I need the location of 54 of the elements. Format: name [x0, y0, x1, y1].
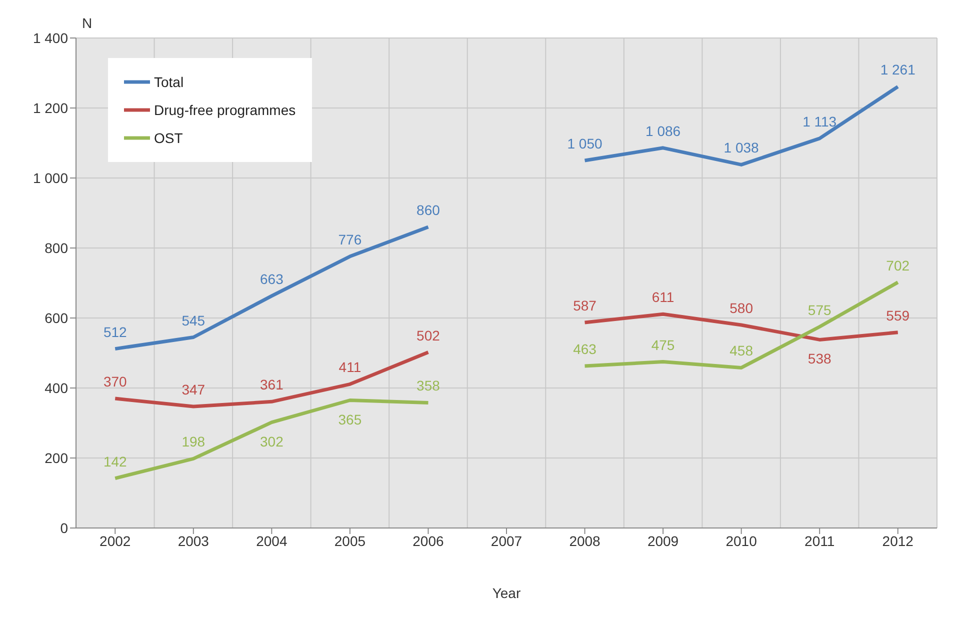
data-label: 370 — [103, 374, 128, 390]
data-label: 559 — [886, 307, 910, 324]
data-label: 358 — [416, 378, 440, 394]
y-tick-label: 1 200 — [32, 100, 68, 116]
data-label: 502 — [416, 327, 440, 344]
data-label: 1 113 — [802, 113, 837, 130]
x-tick-label: 2008 — [569, 532, 601, 549]
x-tick-label: 2006 — [412, 532, 444, 549]
legend-label: OST — [154, 130, 183, 146]
y-tick-label: 1 000 — [32, 170, 68, 186]
data-label: 776 — [338, 231, 362, 248]
x-tick-label: 2004 — [256, 532, 288, 549]
data-label: 458 — [730, 342, 754, 359]
y-tick-label: 800 — [44, 240, 68, 256]
data-label: 1 038 — [724, 140, 760, 156]
data-label: 702 — [886, 257, 910, 274]
x-tick-label: 2005 — [334, 532, 366, 549]
legend-label: Drug-free programmes — [154, 102, 296, 118]
data-label: 611 — [652, 289, 674, 306]
data-label: 575 — [808, 302, 832, 318]
data-label: 538 — [808, 350, 832, 367]
y-tick-label: 0 — [60, 520, 68, 536]
y-tick-label: 400 — [44, 380, 68, 396]
data-label: 1 261 — [880, 62, 916, 78]
legend-label: Total — [154, 74, 184, 90]
data-label: 1 086 — [646, 122, 681, 139]
x-tick-label: 2003 — [178, 532, 210, 549]
x-tick-label: 2010 — [726, 532, 758, 549]
x-tick-label: 2007 — [490, 532, 522, 549]
x-axis-title: Year — [492, 585, 521, 601]
y-tick-label: 200 — [44, 450, 68, 466]
data-label: 198 — [182, 434, 206, 450]
data-label: 302 — [260, 433, 284, 450]
y-tick-label: 600 — [44, 310, 68, 326]
data-label: 347 — [182, 382, 206, 398]
data-label: 587 — [573, 298, 597, 314]
data-label: 663 — [260, 270, 284, 287]
data-label: 411 — [338, 359, 362, 376]
data-label: 142 — [103, 453, 128, 470]
data-label: 1 050 — [567, 136, 602, 152]
x-tick-label: 2009 — [647, 532, 679, 549]
x-tick-label: 2002 — [100, 532, 131, 549]
data-label: 580 — [730, 300, 754, 316]
x-tick-label: 2011 — [804, 532, 835, 549]
y-axis-title: N — [82, 15, 92, 31]
data-label: 545 — [182, 312, 206, 328]
data-label: 463 — [573, 340, 597, 357]
data-label: 860 — [416, 202, 440, 218]
data-label: 512 — [103, 324, 128, 340]
data-label: 361 — [260, 376, 284, 393]
data-label: 475 — [651, 336, 675, 353]
data-label: 365 — [338, 411, 362, 428]
y-tick-label: 1 400 — [32, 30, 68, 46]
x-tick-label: 2012 — [882, 532, 914, 549]
